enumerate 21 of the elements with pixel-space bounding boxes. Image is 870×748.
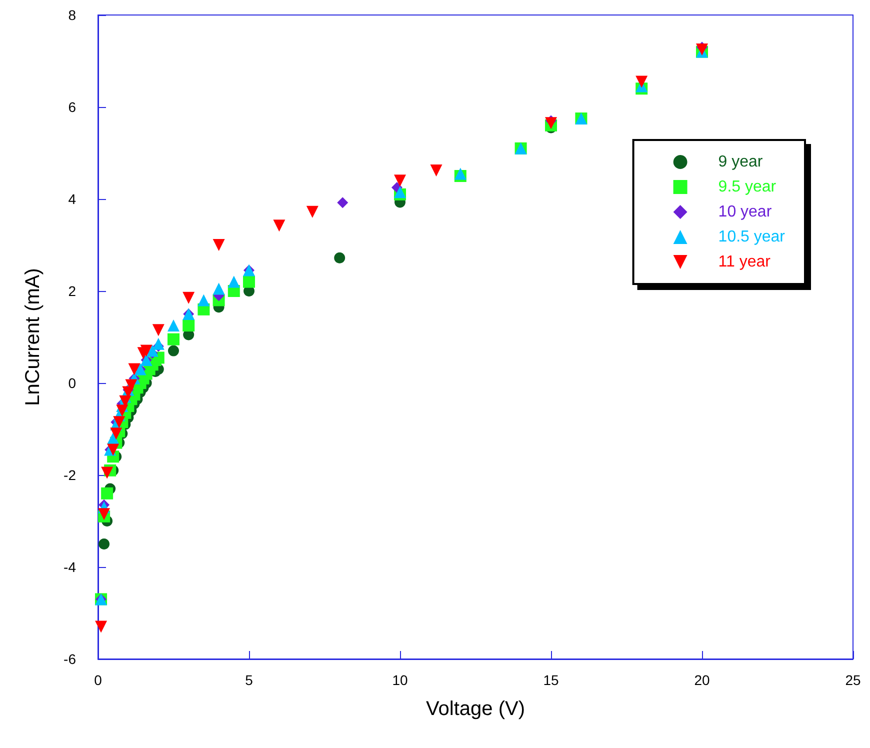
y-tick-label: -6 — [64, 651, 76, 667]
y-tick-label: -4 — [64, 559, 76, 575]
y-tick-label: 8 — [68, 7, 76, 23]
x-tick-label: 5 — [245, 672, 254, 688]
legend-label: 11 year — [718, 254, 772, 270]
x-tick-label: 20 — [694, 672, 710, 688]
legend-label: 10.5 year — [718, 228, 786, 246]
y-axis-title: LnCurrent (mA) — [22, 268, 44, 406]
y-tick-label: 4 — [68, 191, 76, 207]
legend-label: 9.5 year — [718, 178, 777, 196]
x-tick-label: 15 — [543, 672, 559, 688]
x-axis-title: Voltage (V) — [426, 698, 525, 720]
x-tick-label: 10 — [392, 672, 408, 688]
x-tick-label: 25 — [845, 672, 861, 688]
legend-label: 10 year — [718, 204, 772, 220]
y-tick-label: 2 — [68, 283, 76, 299]
y-tick-label: -2 — [64, 467, 76, 483]
x-tick-label: 0 — [94, 672, 102, 688]
legend-label: 9 year — [718, 154, 764, 170]
y-tick-label: 0 — [68, 375, 76, 391]
y-tick-label: 6 — [68, 99, 76, 115]
